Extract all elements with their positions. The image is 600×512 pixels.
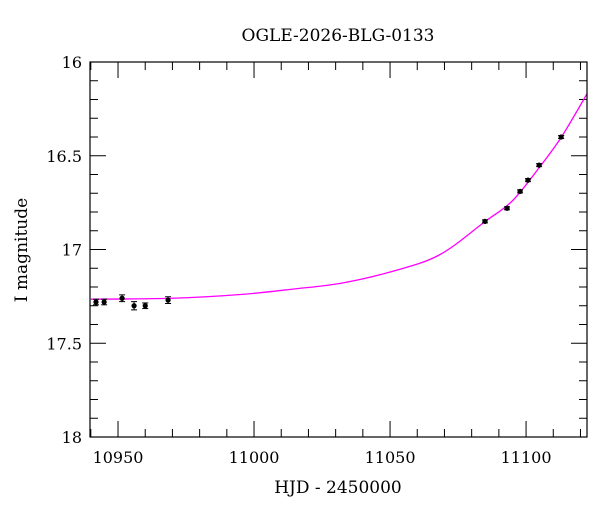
data-point (93, 299, 99, 305)
x-axis-label: HJD - 2450000 (274, 478, 402, 498)
y-axis-label: I magnitude (12, 198, 32, 302)
y-tick-label: 17 (62, 241, 82, 260)
data-point (131, 303, 137, 309)
y-tick-label: 17.5 (46, 334, 82, 353)
data-point (525, 177, 531, 183)
x-tick-label: 10950 (93, 448, 144, 467)
y-tick-label: 16 (62, 53, 82, 72)
data-point (536, 162, 542, 168)
chart-title: OGLE-2026-BLG-0133 (242, 26, 435, 46)
model-curve (90, 93, 587, 300)
data-point (482, 218, 488, 224)
x-tick-label: 11050 (365, 448, 416, 467)
data-point (165, 297, 171, 303)
data-point (558, 134, 564, 140)
plot-frame (89, 61, 588, 438)
data-point (504, 205, 510, 211)
y-tick-label: 16.5 (46, 147, 82, 166)
data-point (119, 295, 125, 301)
x-tick-label: 11100 (501, 448, 552, 467)
x-tick-label: 11000 (229, 448, 280, 467)
y-tick-label: 18 (62, 428, 82, 447)
data-point (101, 299, 107, 305)
data-point (517, 188, 523, 194)
data-point (142, 303, 148, 309)
